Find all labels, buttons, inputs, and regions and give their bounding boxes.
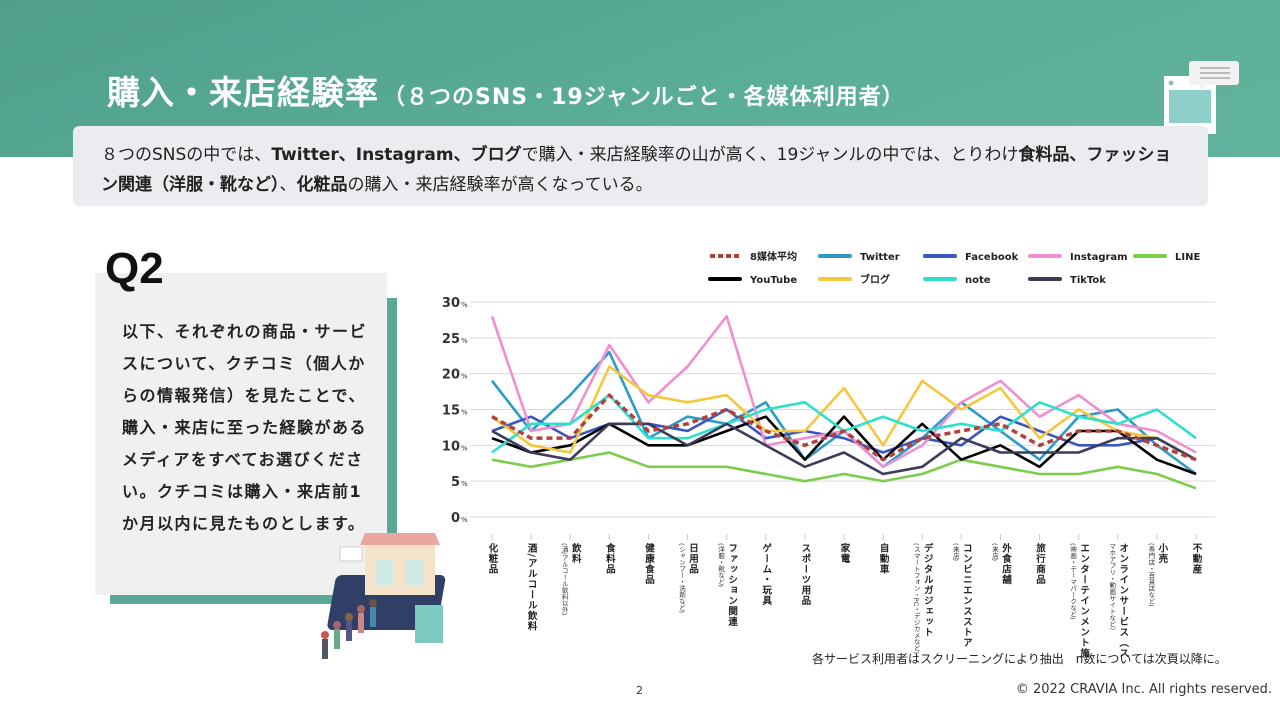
y-tick-label: 30 <box>442 296 460 311</box>
summary-emphasis: ファッション関連（洋服・靴など） <box>101 145 1172 195</box>
summary-text: 、 <box>279 175 297 195</box>
legend-label: YouTube <box>749 275 797 286</box>
x-tick-sublabel: (来店) <box>990 543 998 561</box>
legend-label: ブログ <box>860 273 890 286</box>
x-tick-label: 食料品 <box>604 542 617 574</box>
copyright: © 2022 CRAVIA Inc. All rights reserved. <box>1015 682 1272 697</box>
y-tick-unit: % <box>461 373 468 381</box>
x-tick-sublabel: マホアプリ・動画サイトなど） <box>1108 543 1116 634</box>
x-tick-sublabel: (スマートフォン・PC・デジカメなど) <box>912 543 920 654</box>
y-tick-unit: % <box>461 444 468 452</box>
summary-text: ８つのSNSの中では、 <box>101 145 272 165</box>
y-tick-unit: % <box>461 409 468 417</box>
legend-label: Facebook <box>965 252 1019 263</box>
y-tick-label: 10 <box>442 439 460 454</box>
x-tick-label: ゲーム・玩具 <box>760 542 773 606</box>
x-tick-label: 自動車 <box>878 542 890 574</box>
legend-label: Twitter <box>860 252 900 263</box>
legend-label: LINE <box>1175 252 1200 263</box>
y-tick-unit: % <box>461 301 468 309</box>
x-tick-label: 外食店舗 <box>1000 542 1013 585</box>
series-line-LINE <box>491 451 1197 490</box>
x-tick-sublabel: (洋服・靴など) <box>717 543 725 587</box>
x-tick-label: 健康食品 <box>643 542 656 585</box>
y-tick-label: 20 <box>442 368 460 383</box>
x-tick-label: 小売 <box>1156 542 1169 564</box>
summary-emphasis: Twitter、Instagram、ブログ <box>271 145 522 165</box>
x-tick-sublabel: (酒/アルコール飲料以外) <box>560 543 568 615</box>
x-tick-label: 飲料 <box>570 542 583 564</box>
question-text: 以下、それぞれの商品・サービスについて、クチコミ（個人からの情報発信）を見たこと… <box>122 322 368 533</box>
y-tick-label: 0 <box>451 511 460 526</box>
y-tick-label: 5 <box>451 475 460 490</box>
y-tick-unit: % <box>461 516 468 524</box>
storefront-illustration <box>321 533 446 659</box>
y-tick-unit: % <box>461 480 468 488</box>
legend-label: TikTok <box>1070 275 1106 286</box>
y-tick-label: 15 <box>442 404 460 419</box>
summary-emphasis: 食料品、 <box>1018 145 1087 165</box>
x-tick-label: 日用品 <box>687 543 700 575</box>
x-tick-label: デジタルガジェット <box>922 542 934 637</box>
social-post-icon <box>1164 61 1239 134</box>
line-chart: 0 %5 %10 %15 %20 %25 %30 %化粧品 酒/アルコール飲料 飲料(酒/アルコー… <box>442 250 1215 658</box>
question-label: Q2 <box>105 244 164 293</box>
legend-label: note <box>965 275 991 286</box>
x-tick-label: 家電 <box>839 542 851 564</box>
legend-label: 8媒体平均 <box>750 250 797 263</box>
question-card <box>95 273 387 595</box>
title-main: 購入・来店経験率 <box>107 73 379 112</box>
summary-text: の購入・来店経験率が高くなっている。 <box>347 175 653 195</box>
x-tick-label: スポーツ用品 <box>799 543 812 606</box>
x-tick-sublabel: (映画・テーマパークなど) <box>1069 543 1077 620</box>
summary-text: で購入・来店経験率の山が高く、19ジャンルの中では、とりわけ <box>521 145 1019 165</box>
page-number: 2 <box>636 684 643 697</box>
x-tick-label: 化粧品 <box>487 542 499 574</box>
x-tick-label: 酒/アルコール飲料 <box>526 542 539 631</box>
summary-emphasis: 化粧品 <box>296 175 348 195</box>
y-tick-unit: % <box>461 337 468 345</box>
y-tick-label: 25 <box>442 332 460 347</box>
x-tick-label: オンラインサービス（ス <box>1117 543 1130 658</box>
x-tick-sublabel: (シャンプー・洗剤など) <box>678 543 686 613</box>
footnote: 各サービス利用者はスクリーニングにより抽出 n数については次頁以降に。 <box>812 652 1227 666</box>
legend-label: Instagram <box>1070 252 1128 263</box>
x-tick-label: ファッション関連 <box>726 543 738 627</box>
summary-box: ８つのSNSの中では、Twitter、Instagram、ブログで購入・来店経験… <box>73 126 1208 206</box>
title-subtitle: （８つのSNS・19ジャンルごと・各媒体利用者） <box>383 85 905 110</box>
x-tick-label: 旅行商品 <box>1034 542 1047 585</box>
x-tick-label: エンターテインメント施設 <box>1078 543 1090 658</box>
x-tick-label: コンビニエンスストア <box>961 543 973 648</box>
page-title: 購入・来店経験率 （８つのSNS・19ジャンルごと・各媒体利用者） <box>107 66 905 114</box>
x-tick-sublabel: (専門店・百貨店など) <box>1147 543 1155 607</box>
x-tick-sublabel: (来店) <box>951 543 959 561</box>
x-tick-label: 不動産 <box>1191 543 1203 575</box>
